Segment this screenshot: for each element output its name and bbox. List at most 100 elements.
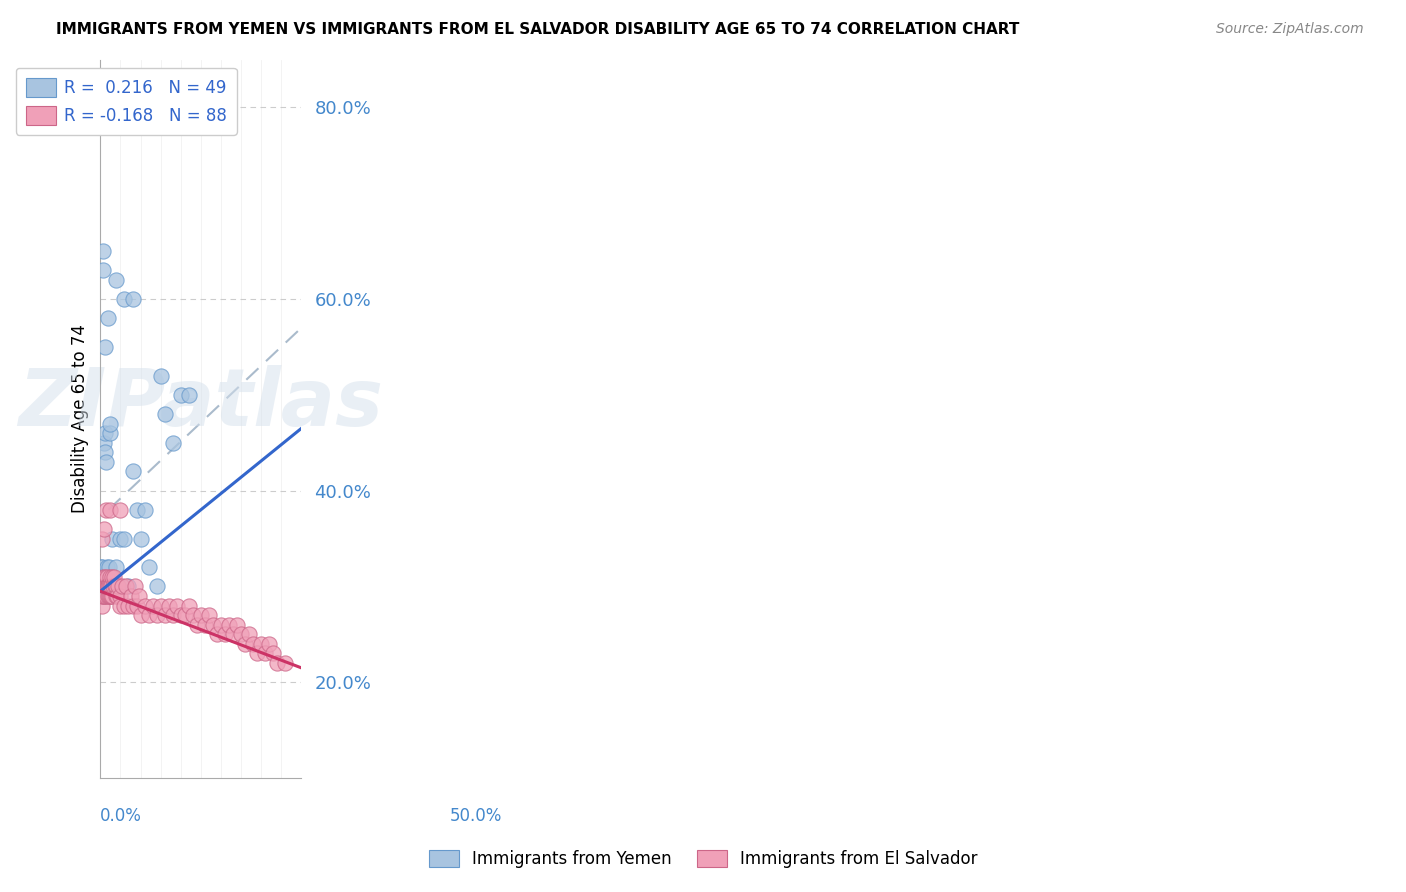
Point xyxy=(100,503,122,517)
Point xyxy=(214,627,236,641)
Point xyxy=(90,579,112,593)
Point xyxy=(194,617,217,632)
Point xyxy=(97,589,120,603)
Point xyxy=(105,579,128,593)
Point xyxy=(91,570,114,584)
Point xyxy=(94,570,117,584)
Point xyxy=(177,599,200,613)
Point xyxy=(226,617,249,632)
Point xyxy=(101,532,124,546)
Point xyxy=(93,522,115,536)
Point xyxy=(93,579,115,593)
Point xyxy=(117,579,139,593)
Point xyxy=(94,589,117,603)
Point xyxy=(121,599,143,613)
Point xyxy=(94,340,117,354)
Point xyxy=(128,589,150,603)
Point xyxy=(90,599,112,613)
Point xyxy=(274,656,297,670)
Text: Source: ZipAtlas.com: Source: ZipAtlas.com xyxy=(1216,22,1364,37)
Point xyxy=(98,570,121,584)
Point xyxy=(100,417,122,431)
Point xyxy=(129,532,152,546)
Point xyxy=(121,465,143,479)
Point xyxy=(110,532,132,546)
Point xyxy=(149,599,172,613)
Point xyxy=(90,589,112,603)
Point xyxy=(117,599,139,613)
Point xyxy=(93,589,115,603)
Point xyxy=(149,368,172,383)
Point xyxy=(91,579,114,593)
Point xyxy=(111,579,134,593)
Point xyxy=(91,589,114,603)
Point xyxy=(138,608,160,623)
Point xyxy=(170,608,193,623)
Text: IMMIGRANTS FROM YEMEN VS IMMIGRANTS FROM EL SALVADOR DISABILITY AGE 65 TO 74 COR: IMMIGRANTS FROM YEMEN VS IMMIGRANTS FROM… xyxy=(56,22,1019,37)
Point xyxy=(125,503,148,517)
Point xyxy=(107,579,129,593)
Point xyxy=(98,560,121,574)
Point xyxy=(104,579,127,593)
Point xyxy=(110,503,132,517)
Point xyxy=(94,579,117,593)
Point xyxy=(142,599,165,613)
Point xyxy=(110,599,132,613)
Point xyxy=(91,263,114,277)
Point xyxy=(246,647,269,661)
Point xyxy=(103,579,125,593)
Point xyxy=(96,579,118,593)
Point xyxy=(97,579,120,593)
Point xyxy=(97,589,120,603)
Point xyxy=(257,637,280,651)
Point xyxy=(153,608,176,623)
Point xyxy=(186,617,208,632)
Point xyxy=(93,589,115,603)
Point xyxy=(94,455,117,469)
Point xyxy=(254,647,277,661)
Point xyxy=(103,570,125,584)
Point xyxy=(190,608,212,623)
Point xyxy=(250,637,273,651)
Point xyxy=(222,627,245,641)
Point xyxy=(162,435,184,450)
Point xyxy=(114,532,136,546)
Point xyxy=(105,273,128,287)
Point xyxy=(98,589,121,603)
Point xyxy=(218,617,240,632)
Point xyxy=(238,627,260,641)
Point xyxy=(157,599,180,613)
Point xyxy=(233,637,256,651)
Point xyxy=(91,579,114,593)
Point xyxy=(124,579,146,593)
Point xyxy=(100,570,122,584)
Point xyxy=(100,579,122,593)
Point xyxy=(96,570,118,584)
Point xyxy=(138,560,160,574)
Point xyxy=(97,579,120,593)
Point xyxy=(90,532,112,546)
Point xyxy=(91,560,114,574)
Point xyxy=(93,435,115,450)
Point xyxy=(104,589,127,603)
Point xyxy=(94,579,117,593)
Point xyxy=(262,647,284,661)
Point xyxy=(94,579,117,593)
Point xyxy=(91,579,114,593)
Point xyxy=(266,656,288,670)
Point xyxy=(198,608,221,623)
Text: ZIPatlas: ZIPatlas xyxy=(18,366,384,443)
Y-axis label: Disability Age 65 to 74: Disability Age 65 to 74 xyxy=(72,325,89,513)
Point xyxy=(177,388,200,402)
Point xyxy=(107,579,129,593)
Point xyxy=(101,589,124,603)
Point xyxy=(114,292,136,306)
Point xyxy=(120,589,142,603)
Legend: R =  0.216   N = 49, R = -0.168   N = 88: R = 0.216 N = 49, R = -0.168 N = 88 xyxy=(15,68,236,135)
Point xyxy=(170,388,193,402)
Point xyxy=(103,579,125,593)
Point xyxy=(91,570,114,584)
Point xyxy=(91,244,114,259)
Point xyxy=(90,570,112,584)
Point xyxy=(105,589,128,603)
